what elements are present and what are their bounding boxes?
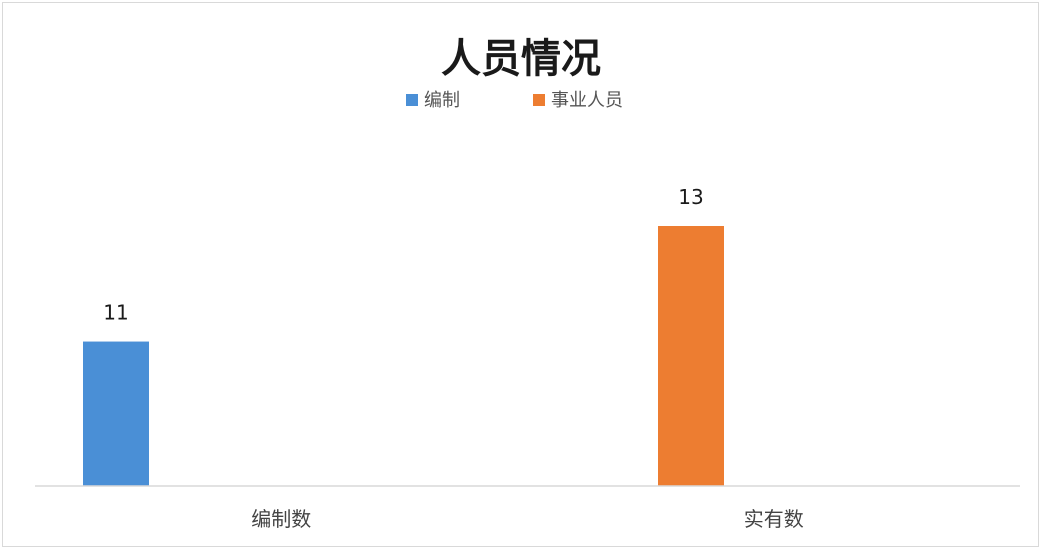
bar-1-1 [658,226,724,486]
chart-legend: 编制 事业人员 [406,90,623,111]
bar-0-0 [83,341,149,486]
data-label-group: 11 13 [103,185,703,325]
x-tick-label: 编制数 [251,507,311,531]
data-label-0-0: 11 [103,301,128,325]
legend-label-1: 事业人员 [551,90,623,111]
bar-group [83,226,724,486]
x-tick-group: 编制数 实有数 [251,507,804,531]
legend-swatch-1 [533,94,545,106]
legend-swatch-0 [406,94,418,106]
legend-label-0: 编制 [424,90,460,111]
chart-title: 人员情况 [441,36,601,82]
data-label-1-1: 13 [678,185,703,209]
x-tick-label: 实有数 [744,507,804,531]
